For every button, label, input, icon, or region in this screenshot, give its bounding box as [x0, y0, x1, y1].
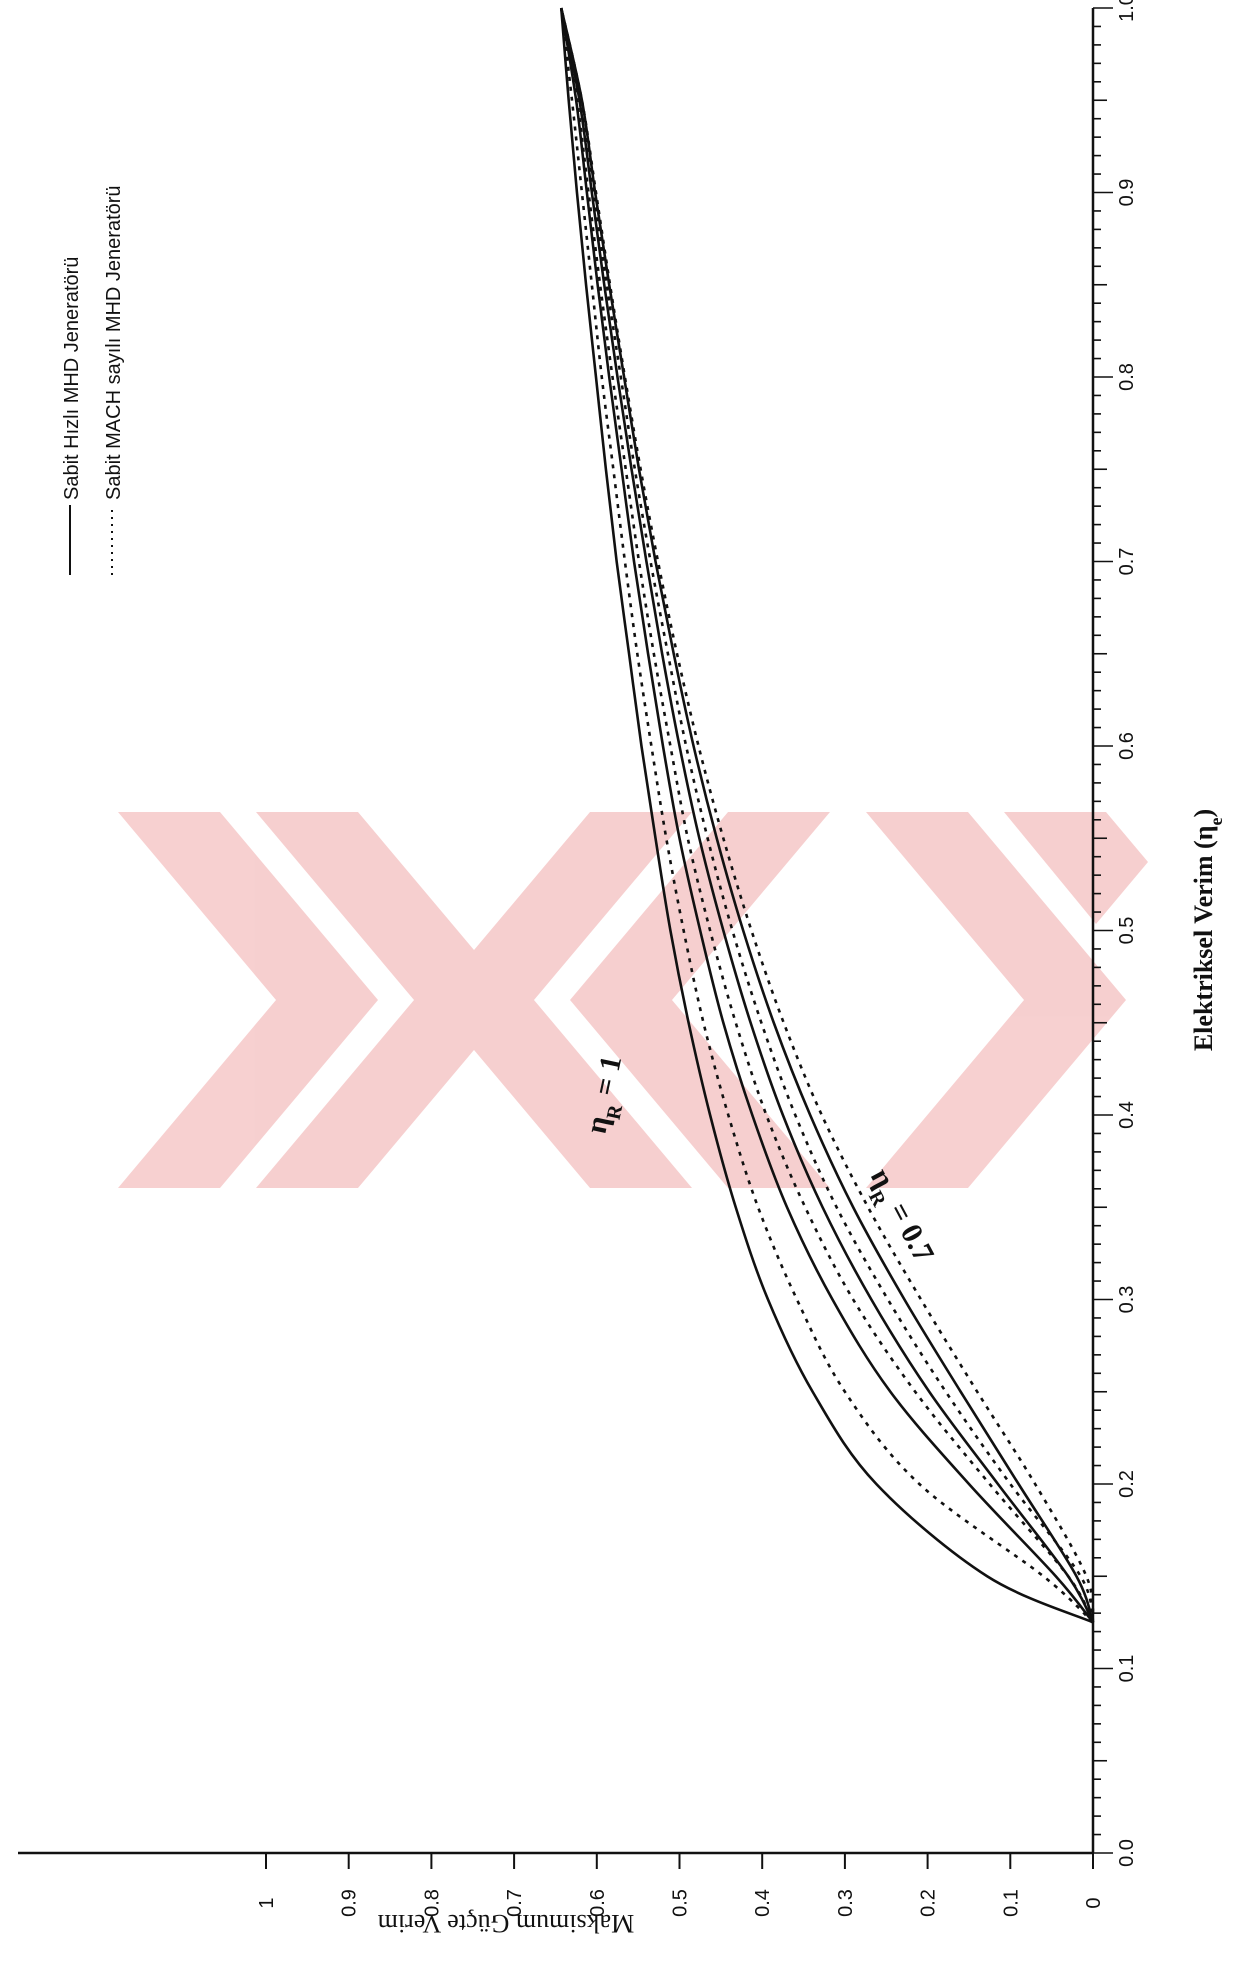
y-tick-label: 0.1 — [1000, 1889, 1022, 1917]
y-axis-ticks: 0 0.1 0.2 0.3 0.4 0.5 0.6 0.7 0.8 0.9 1 — [256, 1853, 1105, 1917]
y-tick-label: 1 — [256, 1897, 278, 1908]
x-axis-ticks: 0.0 0.1 0.2 0.3 0.4 0.5 0.6 0.7 0.8 0.9 1.0 — [1093, 0, 1138, 1867]
series-layer — [559, 7, 1095, 1624]
legend-label-solid: Sabit Hızlı MHD Jeneratörü — [61, 257, 83, 500]
x-tick-label: 0.6 — [1116, 732, 1138, 760]
watermark-logo — [118, 812, 1148, 1188]
x-tick-label: 0.4 — [1116, 1101, 1138, 1129]
x-tick-label: 0.5 — [1116, 917, 1138, 945]
x-tick-label: 0.0 — [1116, 1839, 1138, 1867]
y-tick-label: 0.4 — [752, 1889, 774, 1917]
y-tick-label: 0.2 — [918, 1889, 940, 1917]
y-tick-label: 0 — [1083, 1897, 1105, 1908]
y-tick-label: 0.6 — [587, 1889, 609, 1917]
series-dotted-line-3 — [559, 7, 1095, 1623]
series-solid-line-2 — [559, 7, 1095, 1624]
y-tick-label: 0.8 — [421, 1889, 443, 1917]
y-tick-label: 0.9 — [339, 1889, 361, 1917]
x-axis-title: Elektriksel Verim (ηe) — [1189, 809, 1226, 1051]
legend: Sabit Hızlı MHD Jeneratörü Sabit MACH sa… — [61, 185, 125, 575]
y-tick-label: 0.3 — [835, 1889, 857, 1917]
series-dotted-line-7 — [559, 7, 1095, 1623]
x-tick-label: 0.7 — [1116, 548, 1138, 576]
legend-label-dotted: Sabit MACH sayılı MHD Jeneratörü — [103, 185, 125, 500]
series-solid-line-6 — [559, 7, 1095, 1623]
series-solid-line-0 — [559, 7, 1094, 1624]
y-axis-title: Maksimum Güçte Verim — [378, 1909, 635, 1938]
x-tick-label: 0.8 — [1116, 363, 1138, 391]
y-tick-label: 0.7 — [504, 1889, 526, 1917]
x-tick-label: 0.2 — [1116, 1470, 1138, 1498]
series-solid-line-4 — [559, 7, 1095, 1623]
x-tick-label: 1.0 — [1116, 0, 1138, 22]
x-tick-label: 0.3 — [1116, 1286, 1138, 1314]
x-tick-label: 0.9 — [1116, 179, 1138, 207]
x-tick-label: 0.1 — [1116, 1655, 1138, 1683]
series-dotted-line-1 — [559, 7, 1094, 1624]
y-tick-label: 0.5 — [670, 1889, 692, 1917]
